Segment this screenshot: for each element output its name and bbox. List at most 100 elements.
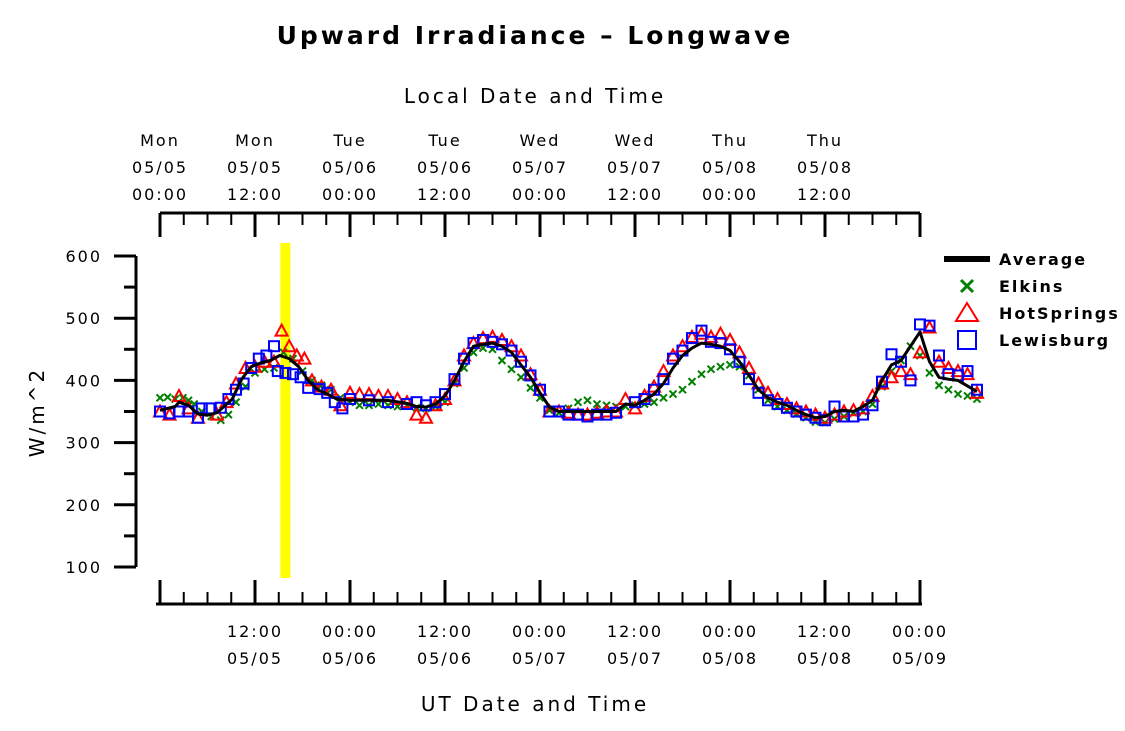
- data-point-hotsprings: [902, 366, 919, 381]
- data-point-lewisburg: [695, 324, 708, 337]
- bottom-tick-label-date: 05/08: [702, 649, 758, 668]
- y-axis: 100 200 300 400 500 600: [65, 247, 138, 577]
- series-average: [159, 330, 978, 420]
- marker-stroke: [972, 394, 982, 404]
- legend-swatch-elkins: [959, 278, 975, 294]
- marker-stroke: [224, 410, 233, 419]
- data-point-elkins: [659, 393, 668, 403]
- marker-stroke: [687, 377, 697, 386]
- legend-label-average: Average: [999, 250, 1087, 269]
- data-point-hotsprings: [969, 384, 985, 399]
- legend-label-lewisburg: Lewisburg: [999, 331, 1110, 350]
- data-point-hotsprings: [296, 350, 313, 365]
- bottom-tick-label-time: 00:00: [702, 622, 758, 641]
- top-axis-label: Local Date and Time: [404, 84, 666, 108]
- data-point-elkins: [944, 385, 953, 394]
- marker-stroke: [469, 348, 478, 357]
- data-point-elkins: [716, 362, 725, 371]
- data-point-hotsprings: [161, 406, 178, 421]
- marker-stroke: [716, 362, 725, 371]
- top-tick-label-date: 05/07: [607, 158, 663, 177]
- y-tick-label: 500: [65, 309, 102, 328]
- data-point-lewisburg: [279, 366, 292, 379]
- series-layer: [152, 318, 985, 427]
- marker-stroke: [516, 373, 526, 382]
- series-line-average: [159, 330, 978, 420]
- data-point-hotsprings: [959, 366, 976, 381]
- bottom-tick-label-date: 05/09: [892, 649, 948, 668]
- x-axis-label: UT Date and Time: [421, 692, 649, 716]
- marker-stroke: [355, 401, 364, 410]
- bottom-axis: 12:00 05/05 00:00 05/06 12:00 05/06 00:00 05/07…: [156, 580, 948, 668]
- data-point-lewisburg: [313, 383, 326, 396]
- top-tick-label-time: 12:00: [607, 185, 663, 204]
- top-tick-label-day: Tue: [332, 131, 366, 150]
- top-tick-label-time: 00:00: [132, 185, 188, 204]
- data-point-elkins: [497, 356, 507, 365]
- marker-stroke: [953, 389, 963, 399]
- data-point-lewisburg: [733, 355, 746, 368]
- legend: Average Elkins HotSprings Lewisburg: [944, 250, 1120, 350]
- top-tick-label-date: 05/07: [512, 158, 568, 177]
- top-tick-label-day: Wed: [615, 131, 656, 150]
- data-point-hotsprings: [693, 325, 710, 340]
- top-tick-label-date: 05/08: [702, 158, 758, 177]
- legend-label-hotsprings: HotSprings: [999, 304, 1120, 323]
- data-point-hotsprings: [389, 390, 406, 406]
- marker-stroke: [507, 364, 516, 374]
- data-point-hotsprings: [446, 372, 463, 387]
- data-point-lewisburg: [448, 373, 461, 386]
- data-point-elkins: [706, 364, 716, 374]
- marker-stroke: [155, 393, 165, 403]
- data-point-elkins: [972, 394, 982, 404]
- bottom-tick-label-time: 12:00: [417, 622, 473, 641]
- data-point-hotsprings: [513, 347, 529, 362]
- data-point-lewisburg: [245, 361, 258, 374]
- data-point-hotsprings: [646, 378, 662, 393]
- marker-stroke: [706, 364, 716, 374]
- y-axis-label: W/m^2: [25, 367, 49, 457]
- data-point-elkins: [678, 385, 687, 394]
- data-point-lewisburg: [961, 365, 974, 378]
- marker-stroke: [963, 391, 972, 401]
- data-point-hotsprings: [798, 403, 814, 418]
- top-tick-label-day: Thu: [711, 131, 748, 150]
- data-point-lewisburg: [302, 381, 315, 394]
- data-point-lewisburg: [904, 374, 917, 387]
- bottom-tick-label-date: 05/06: [322, 649, 378, 668]
- data-point-lewisburg: [638, 393, 651, 406]
- highlight-band: [280, 243, 291, 578]
- data-point-lewisburg: [933, 349, 945, 362]
- data-point-elkins: [355, 401, 364, 410]
- data-point-hotsprings: [893, 362, 909, 378]
- bottom-tick-label-time: 12:00: [607, 622, 663, 641]
- data-point-lewisburg: [885, 348, 898, 361]
- top-tick-label-date: 05/05: [227, 158, 283, 177]
- data-point-hotsprings: [655, 362, 672, 378]
- marker-stroke: [649, 397, 659, 407]
- data-point-hotsprings: [684, 328, 700, 343]
- top-tick-label-time: 00:00: [512, 185, 568, 204]
- data-point-elkins: [925, 368, 934, 378]
- data-point-elkins: [583, 396, 592, 405]
- marker-stroke: [163, 392, 172, 402]
- data-point-lewisburg: [439, 388, 451, 401]
- top-tick-label-time: 00:00: [322, 185, 378, 204]
- data-point-lewisburg: [271, 365, 284, 378]
- marker-stroke: [592, 399, 602, 409]
- data-point-lewisburg: [429, 396, 442, 409]
- top-tick-label-date: 05/08: [797, 158, 853, 177]
- bottom-tick-label-time: 12:00: [797, 622, 853, 641]
- data-point-hotsprings: [273, 322, 290, 337]
- top-tick-label-day: Tue: [427, 131, 461, 150]
- data-point-lewisburg: [287, 368, 299, 381]
- bottom-tick-label-time: 00:00: [322, 622, 378, 641]
- bottom-tick-label-date: 05/08: [797, 649, 853, 668]
- marker-stroke: [934, 381, 944, 390]
- data-point-elkins: [155, 393, 165, 403]
- data-point-lewisburg: [923, 319, 936, 332]
- data-point-elkins: [934, 381, 944, 390]
- top-tick-label-time: 12:00: [227, 185, 283, 204]
- bottom-tick-label-date: 05/07: [512, 649, 568, 668]
